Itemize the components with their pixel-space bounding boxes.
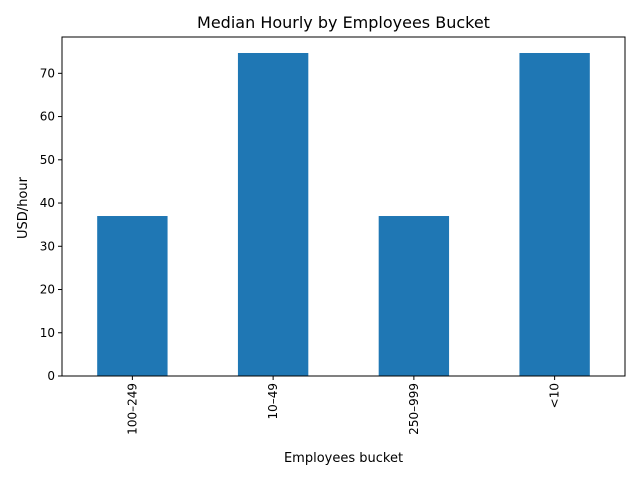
bar-3 bbox=[519, 52, 590, 377]
y-tick-label-1: 10 bbox=[40, 326, 55, 340]
x-tick-label-0: 100–249 bbox=[125, 383, 139, 435]
bar-0 bbox=[97, 216, 168, 376]
chart-title: Median Hourly by Employees Bucket bbox=[197, 13, 490, 32]
y-tick-label-4: 40 bbox=[40, 196, 55, 210]
y-tick-label-5: 50 bbox=[40, 153, 55, 167]
y-tick-label-0: 0 bbox=[47, 369, 55, 383]
y-tick-label-3: 30 bbox=[40, 239, 55, 253]
x-axis-label: Employees bucket bbox=[284, 451, 403, 466]
plot-frame bbox=[61, 36, 626, 377]
bar-2 bbox=[378, 216, 450, 376]
x-tick-label-2: 250–999 bbox=[407, 383, 421, 435]
axes-group: 0 10 20 30 40 50 60 70 100–249 10–49 250–999 <10 bbox=[40, 36, 626, 435]
y-tick-label-7: 70 bbox=[40, 66, 55, 80]
y-tick-label-6: 60 bbox=[40, 110, 55, 124]
y-axis-label: USD/hour bbox=[16, 176, 31, 239]
bar-1 bbox=[237, 52, 309, 377]
bars-group bbox=[97, 52, 590, 377]
x-tick-label-3: <10 bbox=[548, 383, 562, 408]
y-tick-label-2: 20 bbox=[40, 283, 55, 297]
x-tick-label-1: 10–49 bbox=[266, 383, 280, 420]
